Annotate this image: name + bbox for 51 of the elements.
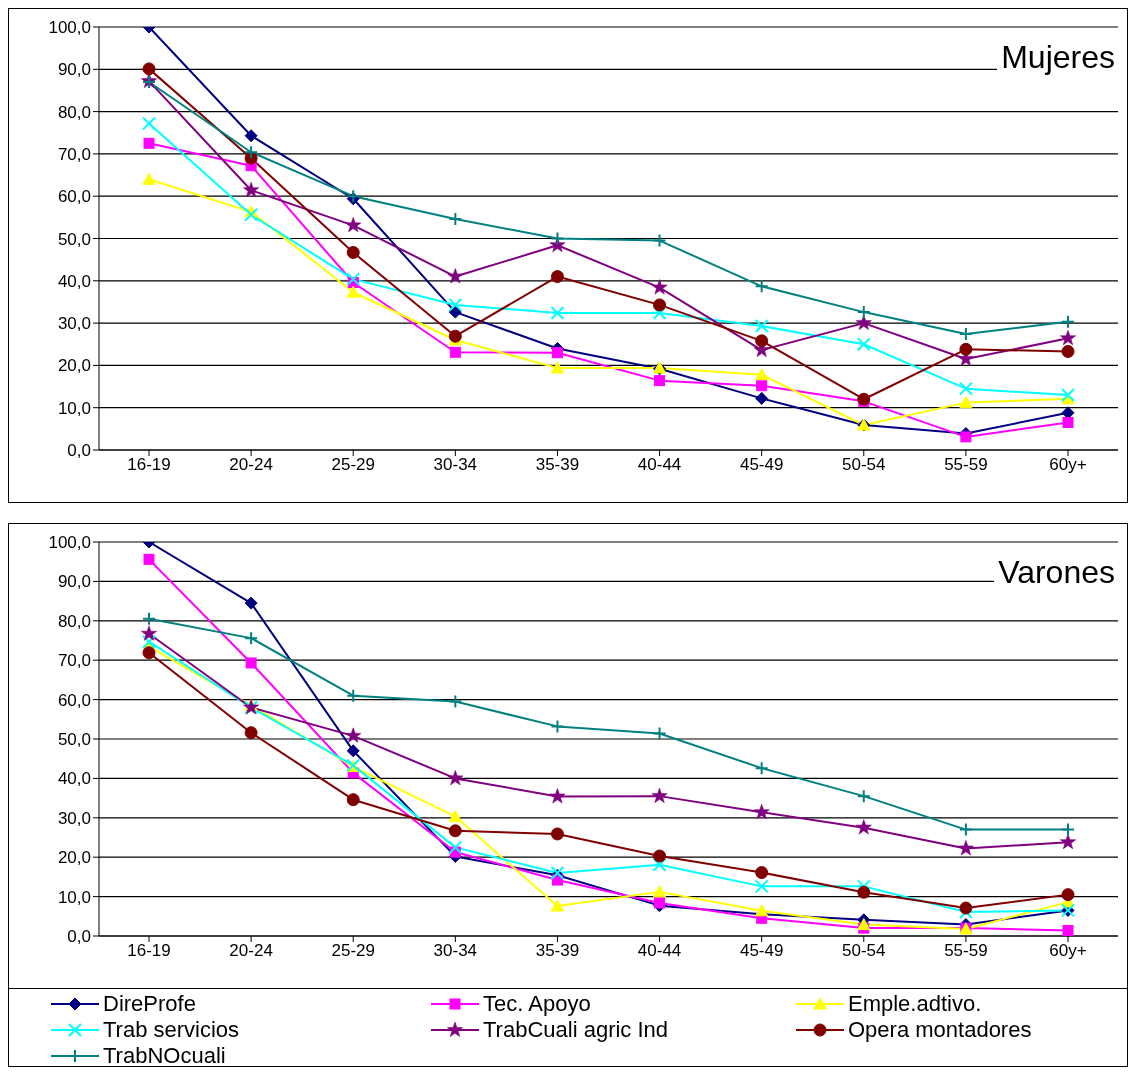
y-tick-label: 40,0 (57, 769, 91, 789)
x-tick-label: 55-59 (944, 941, 988, 961)
legend-label: TrabCuali agric Ind (483, 1017, 669, 1043)
y-tick-label: 40,0 (57, 271, 91, 291)
y-tick-label: 10,0 (57, 887, 91, 907)
x-tick-label: 35-39 (535, 941, 580, 961)
y-tick-label: 0,0 (67, 927, 91, 947)
y-tick-label: 50,0 (57, 730, 91, 750)
y-tick-label: 60,0 (57, 690, 91, 710)
y-tick-label: 90,0 (57, 572, 91, 592)
y-tick-label: 50,0 (57, 229, 91, 249)
x-tick-label: 16-19 (127, 941, 171, 961)
x-tick-label: 25-29 (331, 941, 375, 961)
y-tick-label: 80,0 (57, 611, 91, 631)
x-tick-label: 35-39 (535, 455, 580, 475)
y-tick-label: 30,0 (57, 808, 91, 828)
legend-label: TrabNOcuali (103, 1043, 226, 1068)
legend-label: Trab servicios (103, 1017, 240, 1043)
x-tick-label: 20-24 (229, 941, 273, 961)
legend-label: Opera montadores (848, 1017, 1032, 1043)
y-tick-label: 10,0 (57, 398, 91, 418)
x-tick-label: 40-44 (637, 941, 682, 961)
y-tick-label: 20,0 (57, 356, 91, 376)
y-tick-label: 0,0 (67, 441, 91, 461)
x-tick-label: 45-49 (739, 455, 784, 475)
legend-label: Emple.adtivo. (848, 991, 982, 1017)
x-tick-label: 60y+ (1049, 455, 1087, 475)
y-tick-label: 100,0 (48, 533, 91, 553)
y-tick-label: 20,0 (57, 848, 91, 868)
y-tick-label: 30,0 (57, 314, 91, 334)
y-tick-label: 70,0 (57, 144, 91, 164)
x-tick-label: 16-19 (127, 455, 171, 475)
x-tick-label: 60y+ (1049, 941, 1087, 961)
x-tick-label: 55-59 (944, 455, 988, 475)
y-tick-label: 100,0 (48, 18, 91, 38)
y-tick-label: 90,0 (57, 60, 91, 80)
legend-label: DireProfe (103, 991, 196, 1017)
x-tick-label: 30-34 (433, 941, 478, 961)
x-tick-label: 30-34 (433, 455, 478, 475)
x-tick-label: 50-54 (842, 455, 886, 475)
x-tick-label: 50-54 (842, 941, 886, 961)
x-tick-label: 45-49 (739, 941, 784, 961)
x-tick-label: 20-24 (229, 455, 273, 475)
y-tick-label: 80,0 (57, 102, 91, 122)
legend-label: Tec. Apoyo (483, 991, 591, 1017)
chart-title: Varones (994, 552, 1119, 592)
y-tick-label: 70,0 (57, 651, 91, 671)
y-tick-label: 60,0 (57, 187, 91, 207)
x-tick-label: 40-44 (637, 455, 682, 475)
x-tick-label: 25-29 (331, 455, 375, 475)
chart-title: Mujeres (997, 37, 1119, 77)
